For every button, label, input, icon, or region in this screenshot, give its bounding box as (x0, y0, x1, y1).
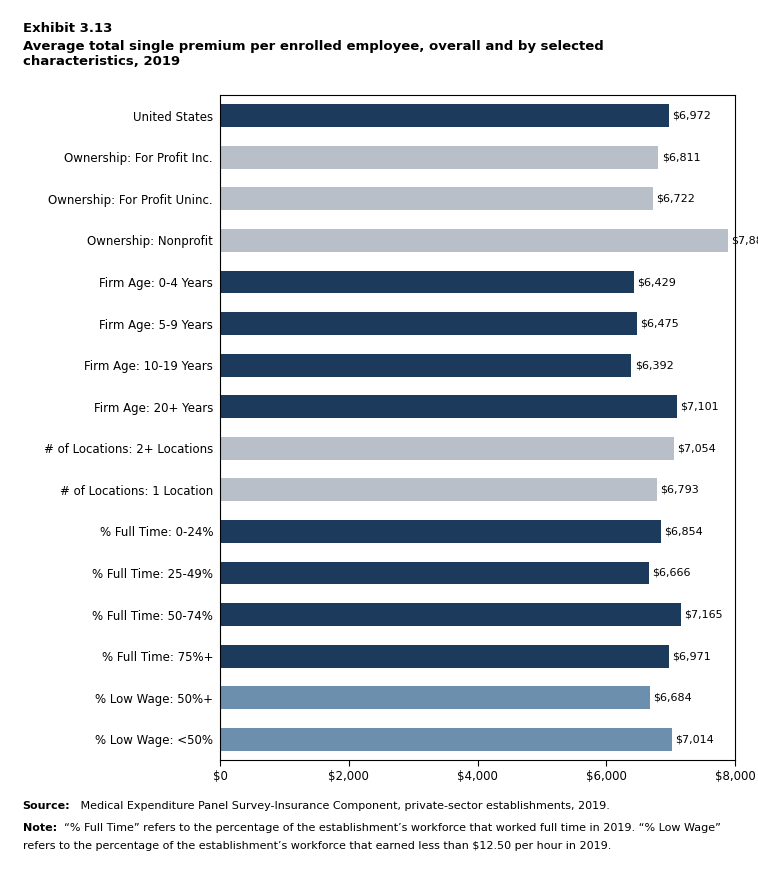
Bar (220, 603, 681, 626)
Bar (220, 270, 634, 293)
Text: $7,054: $7,054 (678, 443, 716, 453)
Text: $6,972: $6,972 (672, 110, 711, 121)
Text: $6,475: $6,475 (640, 319, 679, 328)
Text: $6,854: $6,854 (665, 526, 703, 536)
Bar (220, 728, 672, 751)
Text: $6,429: $6,429 (637, 277, 676, 287)
Bar (220, 645, 669, 668)
Bar (220, 187, 653, 210)
Text: $6,811: $6,811 (662, 153, 700, 162)
Text: $7,014: $7,014 (675, 735, 713, 744)
Bar (220, 313, 637, 335)
Text: $6,666: $6,666 (653, 568, 691, 578)
Bar (220, 686, 650, 709)
Text: Medical Expenditure Panel Survey-Insurance Component, private-sector establishme: Medical Expenditure Panel Survey-Insuran… (77, 801, 610, 811)
Bar (220, 354, 631, 376)
Text: $6,793: $6,793 (660, 485, 700, 494)
Bar (220, 562, 649, 585)
Text: $7,165: $7,165 (684, 609, 723, 620)
Bar (220, 437, 674, 460)
Text: Exhibit 3.13: Exhibit 3.13 (23, 22, 112, 35)
Text: $6,392: $6,392 (634, 360, 673, 370)
Text: $6,971: $6,971 (672, 651, 711, 661)
Text: Source:: Source: (23, 801, 70, 811)
Text: Average total single premium per enrolled employee, overall and by selected
char: Average total single premium per enrolle… (23, 40, 603, 68)
Bar (220, 520, 661, 543)
Text: $7,101: $7,101 (681, 402, 719, 411)
Text: Note:: Note: (23, 823, 57, 833)
Text: $6,684: $6,684 (653, 692, 692, 703)
Bar (220, 146, 659, 169)
Bar (220, 479, 657, 502)
Bar (220, 104, 669, 127)
Text: refers to the percentage of the establishment’s workforce that earned less than : refers to the percentage of the establis… (23, 841, 611, 850)
Text: $6,722: $6,722 (656, 194, 695, 204)
Bar (220, 396, 677, 419)
Bar (220, 229, 728, 252)
Text: “% Full Time” refers to the percentage of the establishment’s workforce that wor: “% Full Time” refers to the percentage o… (64, 823, 722, 833)
Text: $7,884: $7,884 (731, 236, 758, 245)
